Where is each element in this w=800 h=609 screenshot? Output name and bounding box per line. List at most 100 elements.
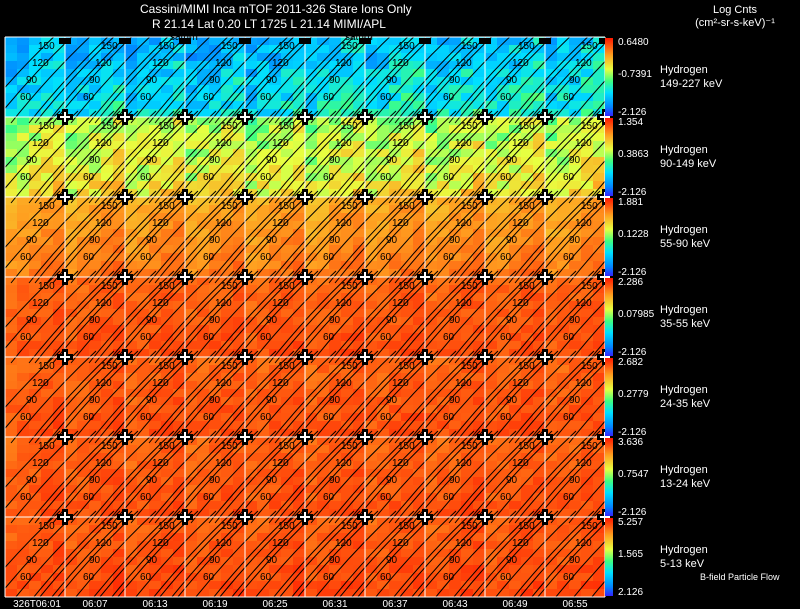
spin-axis-marker — [239, 38, 251, 44]
contour-line — [394, 270, 481, 364]
contour-line — [148, 430, 235, 524]
pitch-angle-label: 90 — [266, 315, 278, 326]
spin-axis-marker — [297, 509, 313, 525]
contour-line — [94, 110, 181, 204]
saturn-label: saturn — [345, 32, 373, 43]
pitch-angle-contours: 150 120 90 60 — [334, 270, 493, 364]
pitch-angle-label: 150 — [341, 441, 358, 452]
contour-line — [208, 190, 295, 284]
pitch-angle-label: 150 — [101, 121, 118, 132]
pitch-angle-label: 120 — [32, 138, 49, 149]
pitch-angle-label: 60 — [563, 572, 575, 583]
contour-line — [10, 37, 91, 124]
contour-line — [430, 270, 517, 364]
pitch-angle-label: 90 — [146, 155, 158, 166]
pitch-angle-label: 90 — [506, 475, 518, 486]
spin-axis-marker — [237, 109, 253, 125]
pitch-angle-label: 90 — [266, 555, 278, 566]
contour-line — [88, 190, 175, 284]
pitch-angle-label: 150 — [518, 121, 535, 132]
pitch-angle-label: 120 — [455, 458, 472, 469]
contour-line — [586, 180, 605, 204]
pitch-angle-label: 120 — [455, 298, 472, 309]
pitch-angle-contours: 150 120 90 60 — [34, 110, 193, 204]
contour-line — [430, 350, 517, 444]
pitch-angle-label: 120 — [512, 538, 529, 549]
pitch-angle-label: 150 — [278, 41, 295, 52]
pitch-angle-label: 120 — [575, 458, 592, 469]
contour-line — [172, 270, 259, 364]
contour-line — [532, 202, 605, 284]
pitch-angle-label: 90 — [209, 235, 221, 246]
contour-line — [268, 190, 355, 284]
legend-note: B-field Particle Flow — [700, 572, 780, 582]
pitch-angle-label: 120 — [512, 218, 529, 229]
contour-line — [88, 110, 175, 204]
band-species: Hydrogen — [660, 64, 708, 76]
colorbar-ramp — [605, 438, 613, 516]
pitch-angle-label: 120 — [272, 538, 289, 549]
pitch-angle-label: 150 — [38, 41, 55, 52]
pitch-angle-label: 120 — [512, 458, 529, 469]
contour-line — [394, 110, 481, 204]
pitch-angle-label: 90 — [329, 395, 341, 406]
pitch-angle-label: 60 — [83, 172, 95, 183]
pitch-angle-label: 150 — [518, 521, 535, 532]
contour-line — [292, 430, 379, 524]
pitch-angle-label: 90 — [569, 235, 581, 246]
pitch-angle-label: 120 — [152, 218, 169, 229]
colorbar-mid: -0.7391 — [618, 69, 652, 80]
contour-line — [357, 510, 439, 597]
spin-axis-marker — [299, 38, 311, 44]
contour-line — [568, 480, 605, 524]
pitch-angle-label: 60 — [20, 252, 32, 263]
spin-axis-marker — [297, 349, 313, 365]
pitch-angle-label: 120 — [575, 298, 592, 309]
contour-line — [328, 110, 415, 204]
contour-line — [352, 270, 439, 364]
pitch-angle-label: 90 — [209, 315, 221, 326]
pitch-angle-label: 120 — [392, 458, 409, 469]
contour-line — [268, 430, 355, 524]
contour-line — [370, 110, 457, 204]
image-cell — [425, 357, 486, 438]
pitch-angle-label: 120 — [272, 298, 289, 309]
time-label: 06:31 — [322, 599, 347, 609]
colorbar-mid: 0.3863 — [618, 149, 649, 160]
pitch-angle-label: 150 — [398, 521, 415, 532]
contour-line — [453, 510, 535, 597]
contour-line — [448, 190, 535, 284]
contour-line — [232, 190, 319, 284]
pitch-angle-label: 150 — [278, 201, 295, 212]
spin-axis-marker — [417, 509, 433, 525]
contour-line — [250, 190, 337, 284]
contour-line — [130, 190, 217, 284]
colorbar-max: 1.881 — [618, 197, 643, 208]
contour-line — [10, 110, 97, 204]
contour-line — [5, 510, 79, 590]
pitch-angle-label: 60 — [563, 172, 575, 183]
contour-line — [394, 430, 481, 524]
time-label: 06:25 — [262, 599, 287, 609]
pitch-angle-contours: 150 120 90 60 — [514, 350, 605, 444]
pitch-angle-label: 90 — [449, 315, 461, 326]
contour-line — [334, 37, 415, 124]
pitch-angle-label: 150 — [398, 281, 415, 292]
pitch-angle-label: 90 — [506, 235, 518, 246]
contour-line — [94, 37, 175, 124]
contour-line — [208, 37, 289, 124]
contour-line — [310, 430, 397, 524]
pitch-angle-label: 150 — [221, 121, 238, 132]
spin-axis-marker — [537, 269, 553, 285]
contour-line — [568, 240, 605, 284]
contour-line — [454, 270, 541, 364]
contour-line — [448, 110, 535, 204]
pitch-angle-label: 120 — [272, 218, 289, 229]
pitch-angle-label: 90 — [449, 155, 461, 166]
contour-line — [388, 350, 475, 444]
pitch-angle-label: 120 — [455, 218, 472, 229]
contour-line — [232, 270, 319, 364]
band-energy: 24-35 keV — [660, 398, 711, 410]
pitch-angle-label: 60 — [563, 332, 575, 343]
